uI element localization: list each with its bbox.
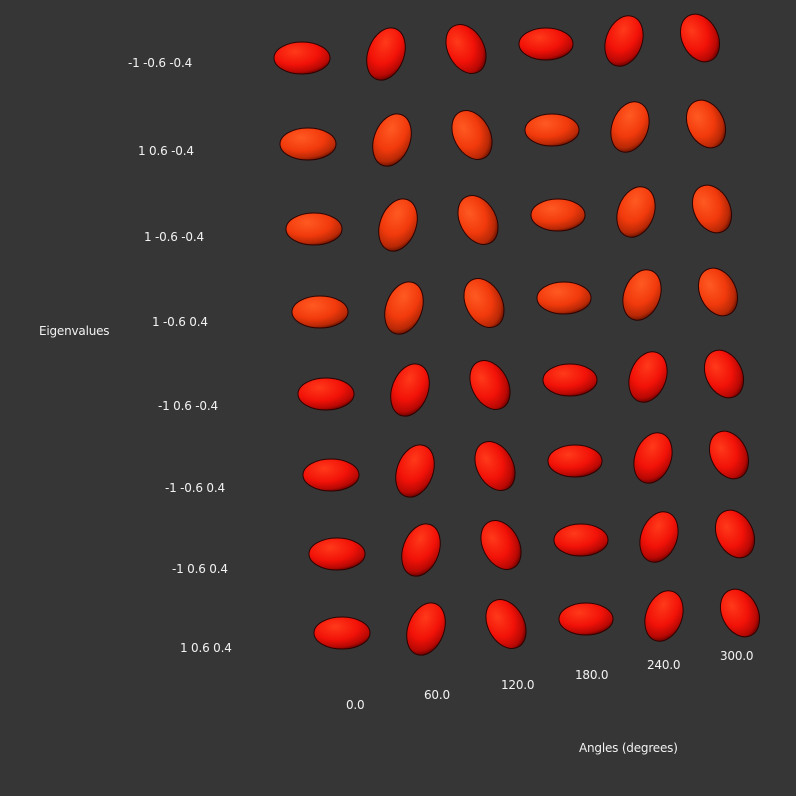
- x-axis-title: Angles (degrees): [579, 741, 678, 755]
- column-label: 300.0: [720, 649, 754, 663]
- ellipsoid-glyph: [313, 616, 371, 650]
- ellipsoid-glyph: [542, 363, 598, 397]
- row-label: 1 0.6 -0.4: [138, 144, 194, 158]
- ellipsoid-glyph: [372, 113, 412, 167]
- column-label: 120.0: [501, 678, 535, 692]
- ellipsoid-glyph: [474, 441, 516, 491]
- ellipsoid-glyph: [685, 99, 727, 149]
- ellipsoid-glyph: [644, 590, 684, 642]
- row-label: -1 0.6 -0.4: [158, 399, 218, 413]
- ellipsoid-glyph: [616, 186, 656, 238]
- ellipsoid-glyph: [530, 198, 586, 232]
- ellipsoid-glyph: [628, 351, 668, 403]
- ellipsoid-glyph: [639, 511, 679, 563]
- row-label: -1 0.6 0.4: [172, 562, 228, 576]
- ellipsoid-glyph: [390, 363, 430, 417]
- ellipsoid-glyph: [308, 537, 366, 571]
- row-label: 1 -0.6 -0.4: [144, 230, 204, 244]
- ellipsoid-glyph: [457, 195, 499, 245]
- ellipsoid-glyph: [697, 267, 739, 317]
- ellipsoid-glyph: [485, 599, 527, 649]
- ellipsoid-glyph: [469, 360, 511, 410]
- ellipsoid-glyph: [547, 444, 603, 478]
- ellipsoid-glyph: [445, 24, 487, 74]
- ellipsoid-glyph: [395, 444, 435, 498]
- column-label: 60.0: [424, 688, 450, 702]
- ellipsoid-glyph: [291, 295, 349, 329]
- ellipsoid-glyph: [703, 349, 745, 399]
- ellipsoid-glyph: [691, 184, 733, 234]
- row-label: 1 0.6 0.4: [180, 641, 232, 655]
- ellipsoid-glyph: [622, 269, 662, 321]
- ellipsoid-glyph: [558, 602, 614, 636]
- ellipsoid-glyph: [719, 588, 761, 638]
- ellipsoid-glyph: [536, 281, 592, 315]
- ellipsoid-glyph: [463, 278, 505, 328]
- row-label: 1 -0.6 0.4: [152, 315, 208, 329]
- ellipsoid-glyph: [273, 41, 331, 75]
- y-axis-title: Eigenvalues: [39, 324, 110, 338]
- ellipsoid-glyph: [518, 27, 574, 61]
- ellipsoid-glyph: [679, 13, 721, 63]
- ellipsoid-glyph: [378, 198, 418, 252]
- ellipsoid-glyph: [406, 602, 446, 656]
- ellipsoid-glyph: [633, 432, 673, 484]
- ellipsoid-glyph: [553, 523, 609, 557]
- row-label: -1 -0.6 0.4: [165, 481, 225, 495]
- ellipsoid-glyph: [366, 27, 406, 81]
- ellipsoid-glyph: [714, 509, 756, 559]
- column-label: 180.0: [575, 668, 609, 682]
- ellipsoid-glyph: [279, 127, 337, 161]
- column-label: 240.0: [647, 658, 681, 672]
- ellipsoid-glyph: [451, 110, 493, 160]
- ellipsoid-glyph: [524, 113, 580, 147]
- ellipsoid-glyph: [297, 377, 355, 411]
- ellipsoid-glyph: [610, 101, 650, 153]
- ellipsoid-glyph: [708, 430, 750, 480]
- ellipsoid-glyph: [401, 523, 441, 577]
- ellipsoid-glyph: [302, 458, 360, 492]
- column-label: 0.0: [346, 698, 365, 712]
- ellipsoid-glyph: [285, 212, 343, 246]
- row-label: -1 -0.6 -0.4: [128, 56, 193, 70]
- ellipsoid-glyph: [384, 281, 424, 335]
- ellipsoid-glyph: [604, 15, 644, 67]
- ellipsoid-glyph: [480, 520, 522, 570]
